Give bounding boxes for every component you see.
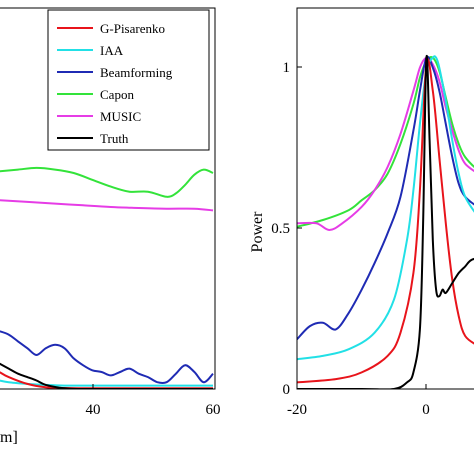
legend-item-iaa: IAA xyxy=(57,43,124,58)
right-axes-frame xyxy=(296,7,474,390)
right-series-music-line xyxy=(297,56,474,231)
left-x-tick-60: 60 xyxy=(206,402,221,418)
legend: G-Pisarenko IAA Beamforming Capon MUSIC … xyxy=(47,9,210,151)
left-x-ticks: 40 60 xyxy=(86,384,221,418)
left-series-truth-line xyxy=(0,362,213,389)
left-chart: 40 60 m] G-Pisarenko IAA Beamforming Cap… xyxy=(0,7,221,446)
legend-label-music: MUSIC xyxy=(100,109,141,124)
right-series-capon-line xyxy=(297,56,474,228)
left-series-lines xyxy=(0,166,214,389)
right-x-tick-0: 0 xyxy=(422,402,430,418)
right-y-tick-1: 1 xyxy=(283,60,291,76)
left-series-music-line xyxy=(0,199,214,212)
right-y-ticks: 1 0.5 0 xyxy=(271,60,302,398)
legend-label-truth: Truth xyxy=(100,131,129,146)
legend-item-g-pisarenko: G-Pisarenko xyxy=(57,21,165,36)
legend-item-music: MUSIC xyxy=(57,109,141,124)
legend-item-truth: Truth xyxy=(57,131,129,146)
right-y-axis-label: Power xyxy=(249,211,266,253)
left-axes-frame xyxy=(0,7,216,390)
right-x-ticks: -20 0 xyxy=(287,384,430,418)
left-series-iaa-line xyxy=(0,379,213,387)
legend-label-capon: Capon xyxy=(100,87,134,102)
legend-item-capon: Capon xyxy=(57,87,134,102)
legend-item-beamforming: Beamforming xyxy=(57,65,173,80)
right-y-tick-0.5: 0.5 xyxy=(271,221,290,237)
right-x-tick-minus-20: -20 xyxy=(287,402,307,418)
legend-label-g-pisarenko: G-Pisarenko xyxy=(100,21,165,36)
right-series-beamforming-line xyxy=(297,55,474,341)
left-x-axis-label: m] xyxy=(0,429,18,446)
left-x-tick-40: 40 xyxy=(86,402,101,418)
right-y-tick-0: 0 xyxy=(283,382,291,398)
right-series-lines xyxy=(297,54,474,389)
legend-box xyxy=(47,9,210,151)
right-chart: 1 0.5 0 -20 0 Power xyxy=(249,7,474,418)
left-series-capon-line xyxy=(0,166,214,198)
legend-label-iaa: IAA xyxy=(100,43,124,58)
left-series-beamforming-line xyxy=(0,330,214,385)
legend-label-beamforming: Beamforming xyxy=(100,65,173,80)
right-series-truth-line xyxy=(297,54,474,389)
